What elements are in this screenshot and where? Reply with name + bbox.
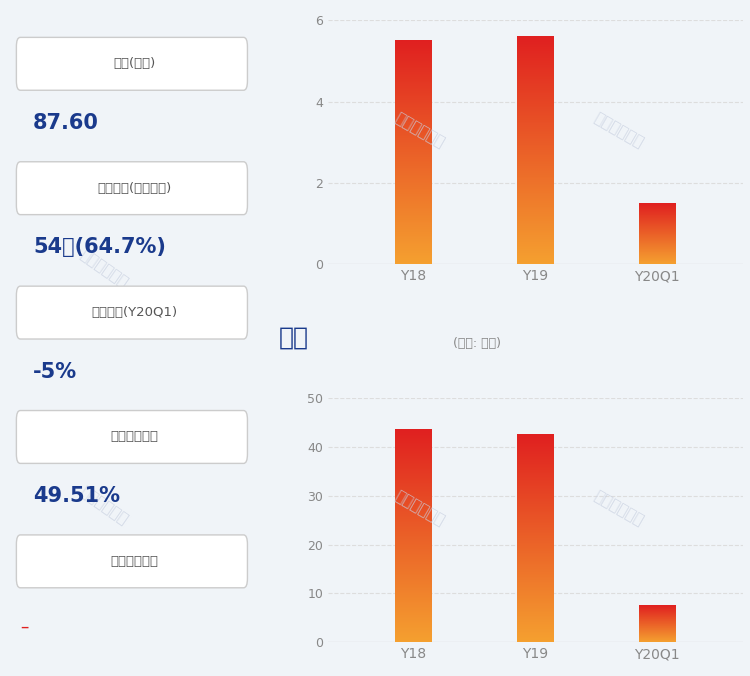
- Text: (单位: 亿元): (单位: 亿元): [452, 337, 500, 349]
- Text: 每日经济新闻: 每日经济新闻: [392, 110, 447, 150]
- Text: 最新监管情况: 最新监管情况: [110, 555, 158, 568]
- FancyBboxPatch shape: [16, 410, 248, 464]
- Text: 每日经济新闻: 每日经济新闻: [392, 488, 447, 528]
- Text: 每日经济新闻: 每日经济新闻: [77, 483, 130, 527]
- Text: 49.51%: 49.51%: [33, 486, 120, 506]
- FancyBboxPatch shape: [16, 162, 248, 215]
- Text: -5%: -5%: [33, 362, 77, 382]
- Text: 每日经济新闻: 每日经济新闻: [77, 247, 130, 291]
- Text: 营收: 营收: [278, 326, 308, 349]
- Text: 54家(64.7%): 54家(64.7%): [33, 237, 166, 258]
- Text: 每日经济新闻: 每日经济新闻: [591, 488, 646, 528]
- FancyBboxPatch shape: [16, 535, 248, 587]
- Text: –: –: [20, 618, 28, 636]
- Text: 每日经济新闻: 每日经济新闻: [591, 110, 646, 150]
- FancyBboxPatch shape: [16, 37, 248, 90]
- Text: 机构持股(占流通盘): 机构持股(占流通盘): [98, 182, 172, 195]
- FancyBboxPatch shape: [16, 286, 248, 339]
- Text: 大股东质押率: 大股东质押率: [110, 431, 158, 443]
- Text: 净利同比(Y20Q1): 净利同比(Y20Q1): [92, 306, 178, 319]
- Text: 87.60: 87.60: [33, 113, 99, 133]
- Text: 市值(亿元): 市值(亿元): [113, 57, 155, 70]
